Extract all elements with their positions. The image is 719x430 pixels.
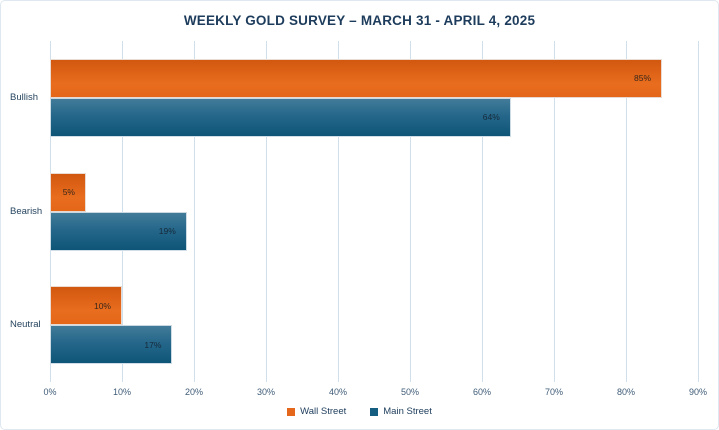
gridline-20% <box>193 41 195 382</box>
bar-bearish-main-street[interactable]: 19% <box>50 211 187 251</box>
x-tick-label: 30% <box>256 387 275 397</box>
x-tick-label: 80% <box>616 387 635 397</box>
legend-label: Main Street <box>383 406 432 417</box>
gridline-30% <box>266 41 267 382</box>
bar-value-label: 10% <box>93 300 111 311</box>
x-tick-label: 90% <box>688 387 707 397</box>
gridline-60% <box>482 41 483 382</box>
gridline-40% <box>337 41 339 382</box>
gridline-50% <box>410 41 411 382</box>
bar-value-label: 85% <box>633 73 651 84</box>
gridline-70% <box>554 41 555 382</box>
bar-value-label: 64% <box>482 112 500 123</box>
bar-value-label: 19% <box>158 226 176 236</box>
category-label-neutral: Neutral <box>10 319 41 331</box>
bar-bearish-wall-street[interactable]: 5% <box>50 172 86 212</box>
plot-area: 85% 64% 5% 19% 10% 17% <box>50 41 699 382</box>
chart-title: WEEKLY GOLD SURVEY – MARCH 31 - APRIL 4,… <box>183 13 536 28</box>
x-tick-label: 70% <box>544 387 563 397</box>
gridline-90% <box>698 41 699 382</box>
legend-item-main-street[interactable]: Main Street <box>370 406 432 417</box>
x-tick-label: 40% <box>328 387 347 397</box>
bar-neutral-wall-street[interactable]: 10% <box>50 286 122 326</box>
legend-item-wall-street[interactable]: Wall Street <box>287 406 346 417</box>
x-tick-label: 60% <box>472 387 491 397</box>
chart-legend: Wall Street Main Street <box>1 406 718 417</box>
x-tick-label: 50% <box>400 387 419 397</box>
x-tick-label: 20% <box>184 387 203 397</box>
x-tick-label: 0% <box>43 387 57 397</box>
bar-value-label: 5% <box>62 187 75 197</box>
category-label-bullish: Bullish <box>10 91 38 103</box>
legend-swatch-icon <box>370 407 379 416</box>
bar-bullish-main-street[interactable]: 64% <box>50 97 511 137</box>
category-label-bearish: Bearish <box>10 205 43 217</box>
bar-neutral-main-street[interactable]: 17% <box>50 325 173 365</box>
x-tick-label: 10% <box>112 387 131 397</box>
gridline-80% <box>625 41 627 382</box>
bar-bullish-wall-street[interactable]: 85% <box>50 58 662 98</box>
legend-swatch-icon <box>287 407 296 416</box>
legend-label: Wall Street <box>300 406 347 417</box>
bar-value-label: 17% <box>144 339 162 350</box>
